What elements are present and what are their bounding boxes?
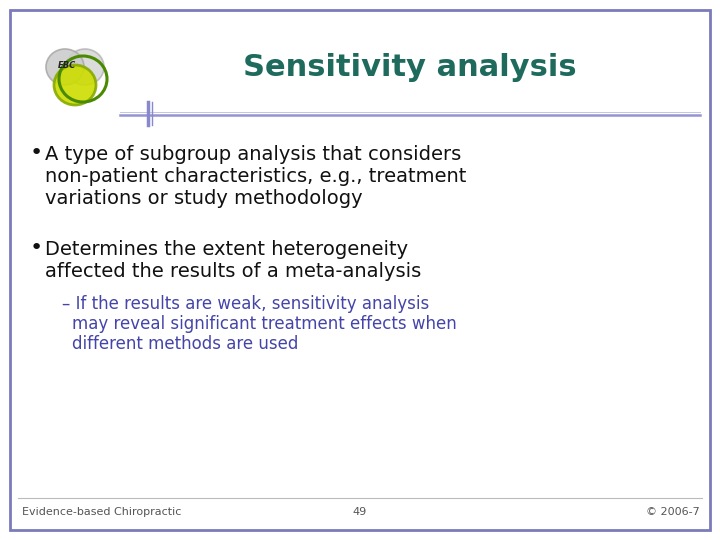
Text: •: •: [30, 238, 43, 258]
Text: may reveal significant treatment effects when: may reveal significant treatment effects…: [72, 315, 456, 333]
Ellipse shape: [46, 49, 84, 85]
Text: EBC: EBC: [58, 60, 76, 70]
Text: – If the results are weak, sensitivity analysis: – If the results are weak, sensitivity a…: [62, 295, 429, 313]
Text: A type of subgroup analysis that considers: A type of subgroup analysis that conside…: [45, 145, 462, 164]
Text: different methods are used: different methods are used: [72, 335, 298, 353]
Text: 49: 49: [353, 507, 367, 517]
Text: •: •: [30, 143, 43, 163]
FancyBboxPatch shape: [10, 10, 710, 530]
Text: Evidence-based Chiropractic: Evidence-based Chiropractic: [22, 507, 181, 517]
Text: affected the results of a meta-analysis: affected the results of a meta-analysis: [45, 262, 421, 281]
Ellipse shape: [54, 65, 96, 105]
Text: Determines the extent heterogeneity: Determines the extent heterogeneity: [45, 240, 408, 259]
Text: Sensitivity analysis: Sensitivity analysis: [243, 53, 577, 83]
Text: variations or study methodology: variations or study methodology: [45, 189, 363, 208]
Ellipse shape: [66, 49, 104, 85]
Text: non-patient characteristics, e.g., treatment: non-patient characteristics, e.g., treat…: [45, 167, 467, 186]
Text: © 2006-7: © 2006-7: [647, 507, 700, 517]
